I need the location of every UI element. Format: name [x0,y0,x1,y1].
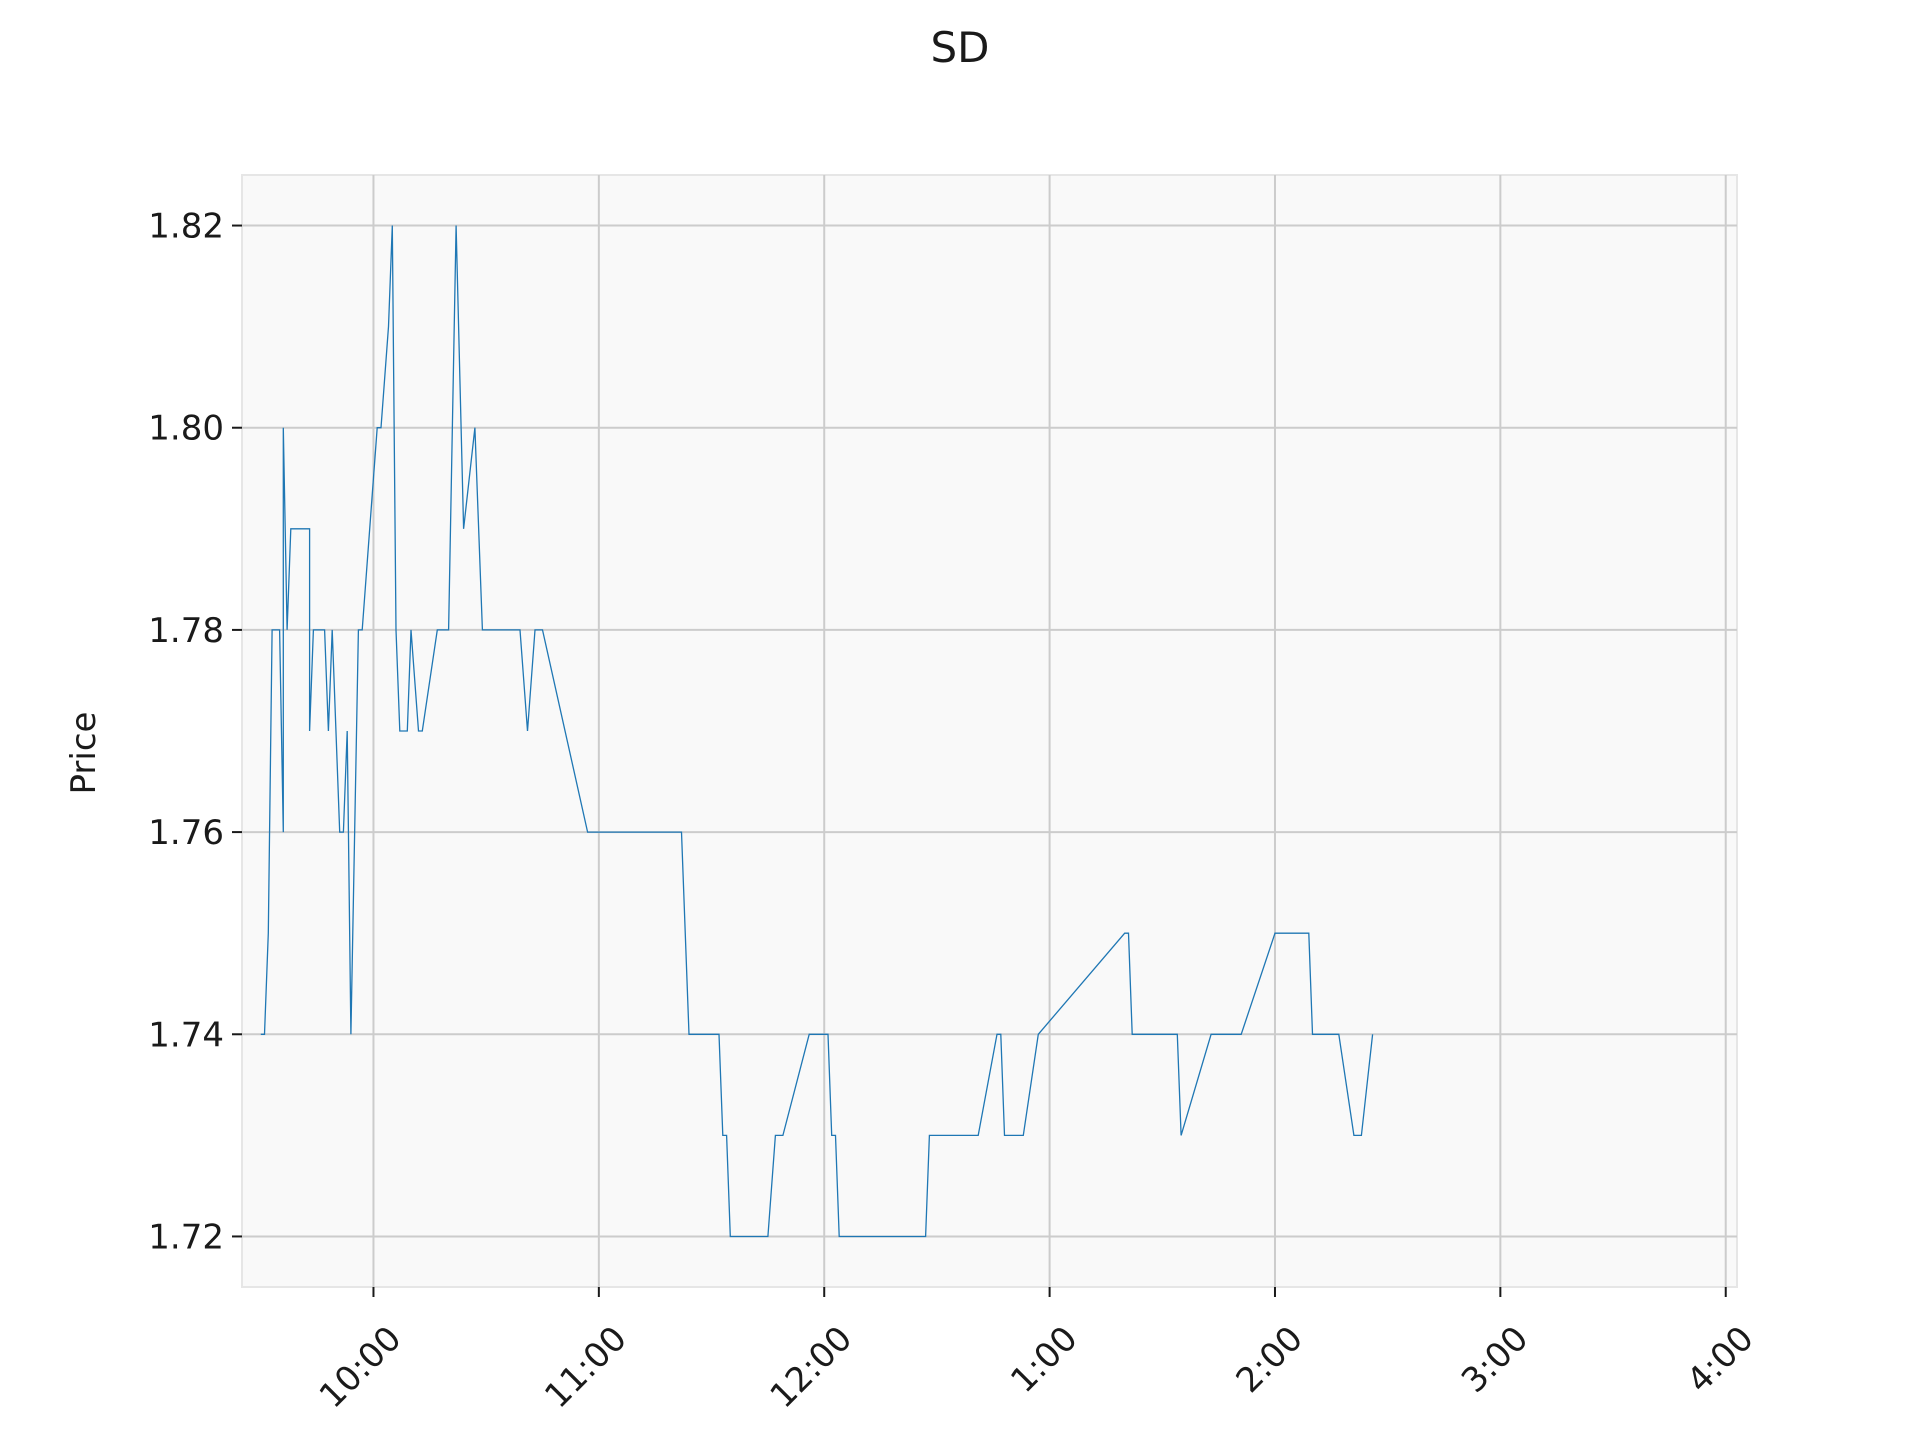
y-tick-label: 1.76 [148,813,224,853]
series-layer [260,225,1374,1238]
grid [242,175,1737,1287]
chart-title: SD [930,23,989,72]
y-tick-label: 1.82 [148,207,224,247]
y-tick-label: 1.72 [148,1217,224,1257]
y-axis-label: Price [64,712,104,795]
y-tick-label: 1.78 [148,611,224,651]
price-series-line [260,225,1374,1238]
y-tick-label: 1.80 [148,409,224,449]
y-tick-label: 1.74 [148,1015,224,1055]
plot-area [241,174,1738,1288]
